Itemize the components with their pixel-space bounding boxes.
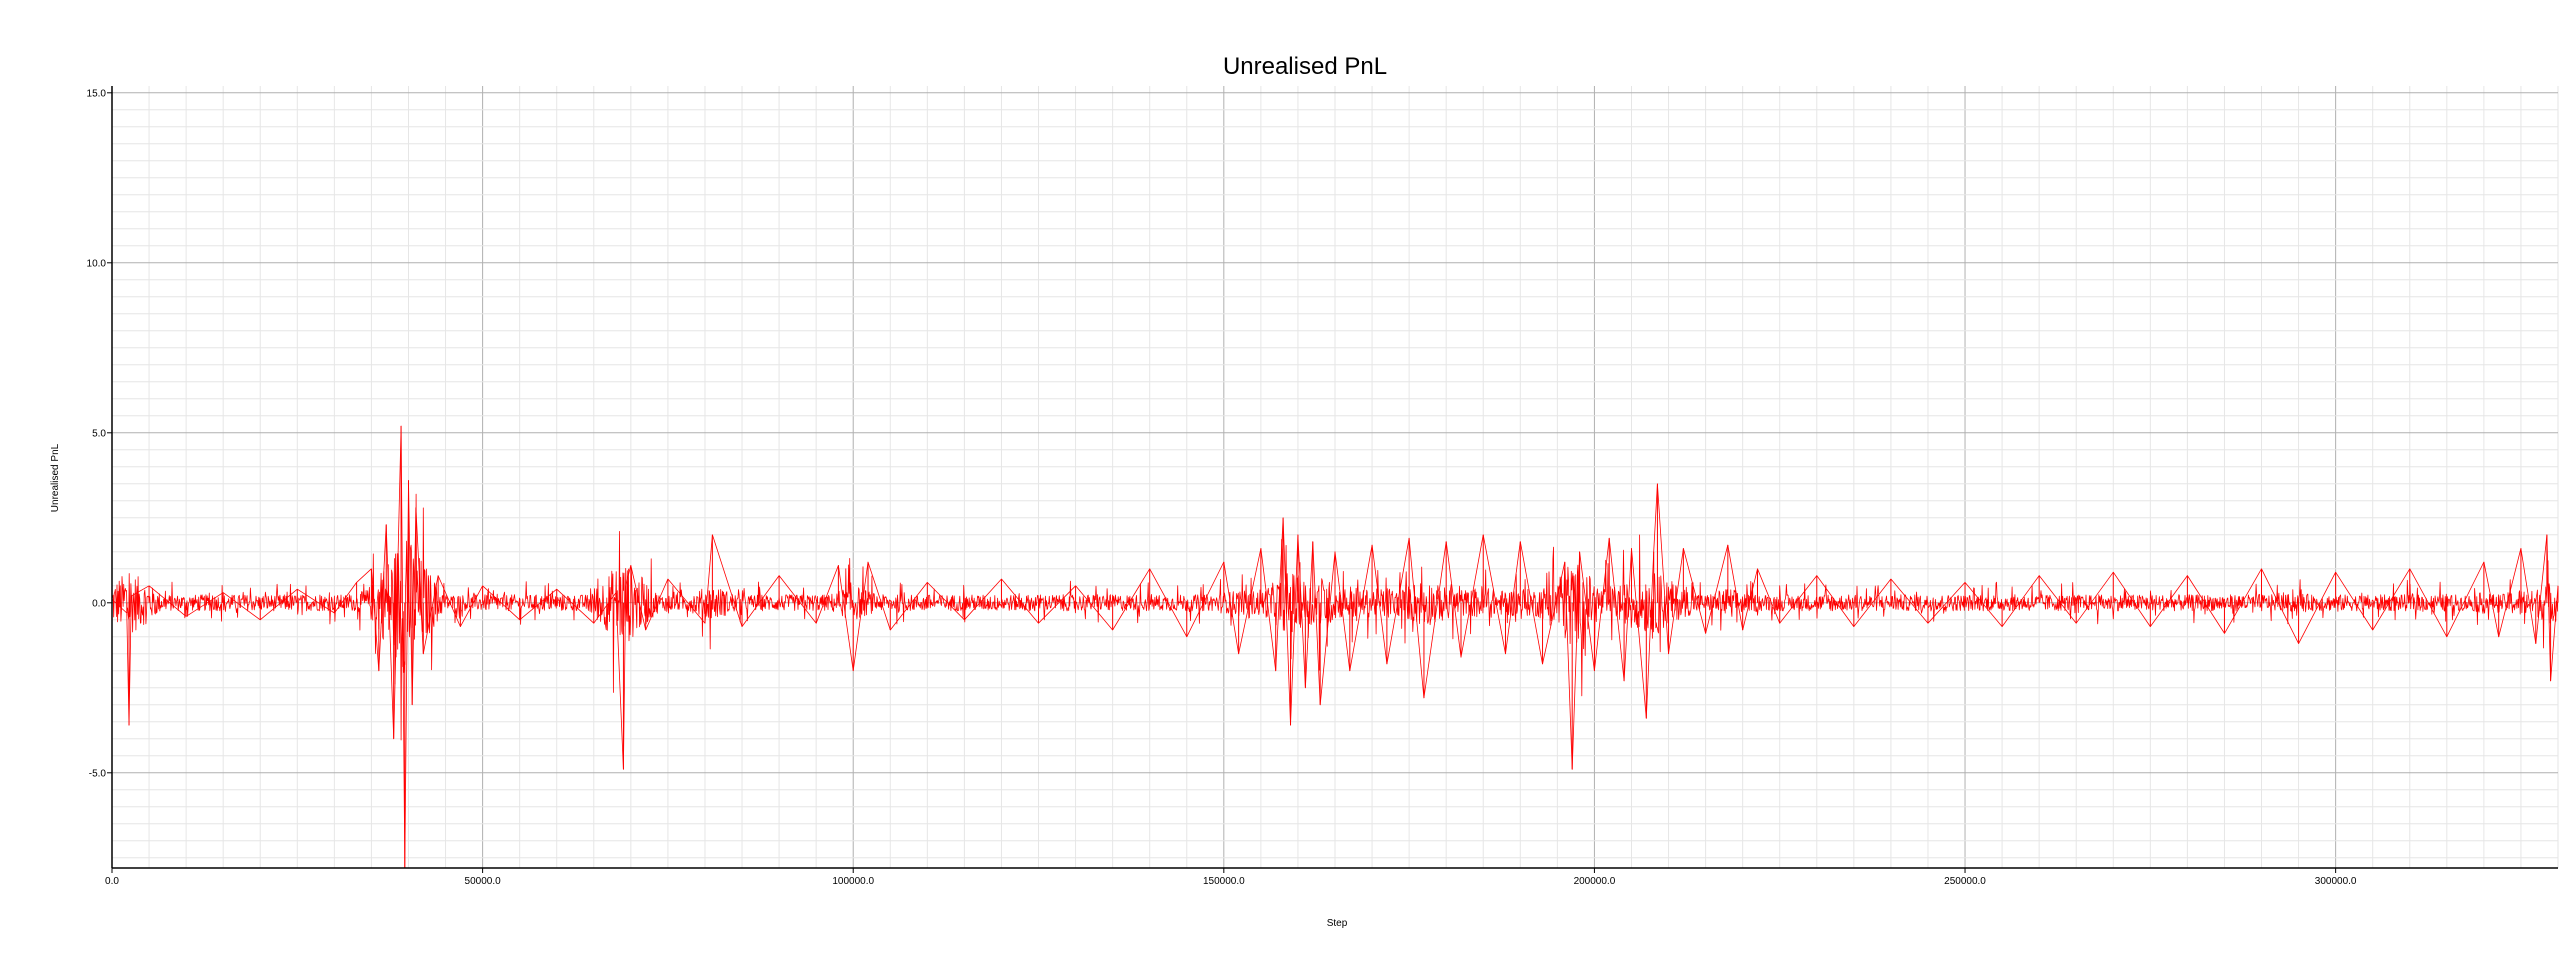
- x-tick-label: 300000.0: [2315, 876, 2357, 887]
- x-tick-label: 250000.0: [1944, 876, 1986, 887]
- x-tick-label: 150000.0: [1203, 876, 1245, 887]
- y-tick-label: -5.0: [89, 768, 107, 779]
- x-tick-label: 0.0: [105, 876, 119, 887]
- grid: [111, 86, 2559, 868]
- tick-labels: 0.0 50000.0 100000.0 150000.0 200000.0 250000…: [87, 88, 2357, 887]
- y-tick-label: 15.0: [87, 88, 107, 99]
- y-tick-label: 5.0: [92, 428, 106, 439]
- x-tick-label: 50000.0: [465, 876, 502, 887]
- y-tick-label: 0.0: [92, 598, 106, 609]
- y-tick-label: 10.0: [87, 258, 107, 269]
- x-tick-label: 100000.0: [832, 876, 874, 887]
- y-axis-label: Unrealised PnL: [50, 443, 61, 512]
- axes: [111, 86, 2558, 869]
- chart-title: Unrealised PnL: [1223, 53, 1387, 80]
- series-group: [111, 425, 2559, 869]
- x-tick-label: 200000.0: [1574, 876, 1616, 887]
- series-line: [111, 425, 2559, 869]
- x-axis-label: Step: [1327, 918, 1348, 929]
